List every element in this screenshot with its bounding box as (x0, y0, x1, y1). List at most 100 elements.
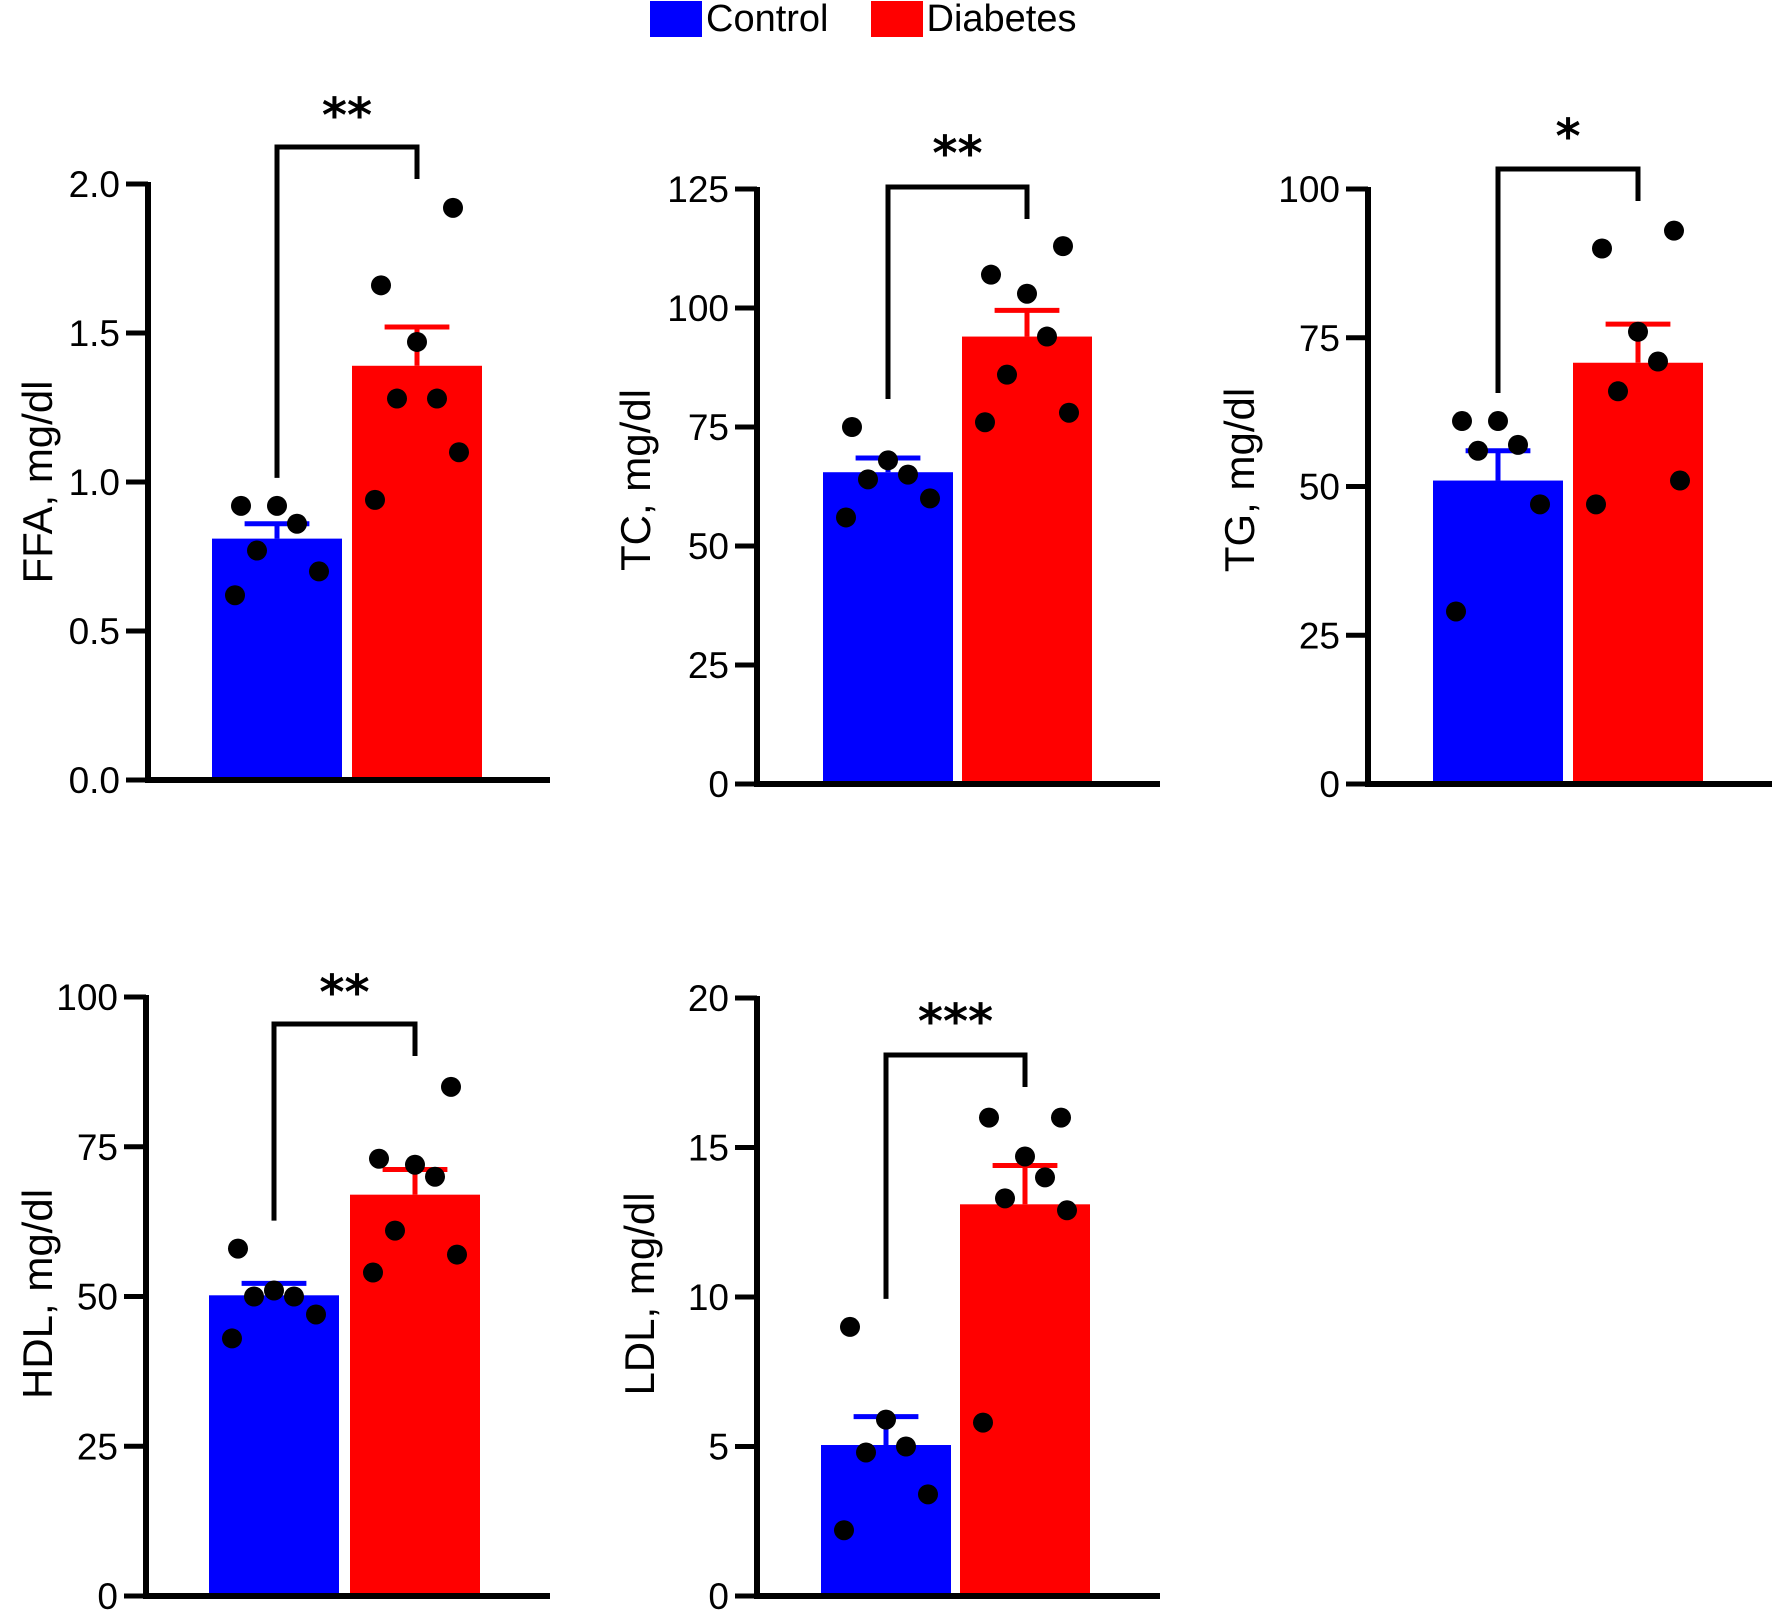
legend-item-control: Control (650, 0, 829, 41)
y-tick-label: 50 (77, 1277, 118, 1318)
y-tick-label: 0 (708, 764, 729, 805)
significance-label: *** (918, 994, 993, 1050)
data-point-diabetes (975, 412, 995, 433)
y-tick-label: 75 (77, 1127, 118, 1168)
y-tick-label: 125 (667, 169, 729, 210)
significance-bracket (883, 1052, 1028, 1299)
panel-hdl: 0 25 50 75 100 HDL, mg/dl ** (14, 965, 550, 1613)
y-tick-label: 25 (1299, 615, 1340, 656)
data-point-diabetes (387, 388, 407, 409)
y-tick-label: 0.0 (69, 760, 120, 801)
data-point-diabetes (1051, 1107, 1071, 1128)
legend-label-control: Control (706, 0, 829, 40)
y-tick-label: 100 (1278, 169, 1340, 210)
data-point-control (858, 469, 878, 490)
data-point-control (920, 488, 940, 509)
data-point-control (244, 1286, 264, 1307)
y-tick-label: 25 (77, 1426, 118, 1467)
data-point-diabetes (407, 331, 427, 352)
significance-label: ** (319, 965, 369, 1021)
data-point-control (264, 1280, 284, 1301)
legend-swatch-diabetes (870, 1, 923, 37)
data-point-diabetes (365, 489, 385, 510)
data-point-control (228, 1238, 248, 1259)
data-point-diabetes (371, 275, 391, 296)
significance-bracket (271, 1021, 418, 1221)
data-point-diabetes (1059, 402, 1079, 423)
data-point-diabetes (973, 1412, 993, 1433)
y-tick-label: 10 (688, 1277, 729, 1318)
data-point-diabetes (1053, 236, 1073, 257)
y-tick-label: 0 (708, 1576, 729, 1613)
panel-tg: 0 25 50 75 100 TG, mg/dl * (1216, 109, 1772, 805)
data-point-control (287, 513, 307, 534)
data-point-diabetes (1670, 470, 1690, 491)
data-point-control (918, 1484, 938, 1505)
data-point-diabetes (441, 1076, 461, 1097)
bar-diabetes (352, 365, 482, 780)
data-point-control (898, 464, 918, 485)
y-axis-label: TC, mg/dl (612, 389, 659, 571)
y-tick-label: 100 (56, 977, 118, 1018)
significance-label: ** (322, 88, 372, 144)
data-point-diabetes (1586, 494, 1606, 515)
data-point-diabetes (363, 1262, 383, 1283)
data-point-diabetes (979, 1107, 999, 1128)
y-tick-label: 50 (688, 526, 729, 567)
data-point-diabetes (1037, 326, 1057, 347)
y-tick-label: 25 (688, 645, 729, 686)
y-axis-label: TG, mg/dl (1216, 388, 1263, 572)
data-point-diabetes (1017, 283, 1037, 304)
data-point-control (284, 1286, 304, 1307)
data-point-diabetes (449, 442, 469, 463)
data-point-diabetes (1035, 1167, 1055, 1188)
data-point-diabetes (427, 388, 447, 409)
data-point-control (1530, 494, 1550, 515)
data-point-diabetes (405, 1154, 425, 1175)
bar-control (821, 1445, 951, 1596)
data-point-diabetes (1664, 220, 1684, 241)
data-point-diabetes (981, 264, 1001, 285)
bar-control (1433, 480, 1563, 784)
data-point-control (878, 450, 898, 471)
data-point-control (231, 495, 251, 516)
y-axis-label: FFA, mg/dl (14, 380, 61, 583)
data-point-diabetes (1608, 381, 1628, 402)
bar-diabetes (1573, 362, 1703, 784)
legend: Control Diabetes (650, 0, 1118, 41)
significance-label: ** (932, 126, 982, 182)
data-point-diabetes (369, 1148, 389, 1169)
y-tick-label: 75 (688, 407, 729, 448)
y-tick-label: 2.0 (69, 164, 120, 205)
legend-item-diabetes: Diabetes (870, 0, 1077, 41)
y-tick-label: 75 (1299, 318, 1340, 359)
y-tick-label: 0 (1319, 764, 1340, 805)
y-tick-label: 0 (97, 1576, 118, 1613)
data-point-control (247, 540, 267, 561)
significance-label: * (1555, 109, 1580, 165)
legend-label-diabetes: Diabetes (926, 0, 1077, 40)
data-point-diabetes (1057, 1200, 1077, 1221)
data-point-diabetes (1628, 321, 1648, 342)
data-point-control (856, 1442, 876, 1463)
panel-ffa: 0.0 0.5 1.0 1.5 2.0 FFA, mg/dl ** (14, 88, 550, 801)
legend-swatch-control (650, 1, 702, 37)
data-point-diabetes (1592, 238, 1612, 259)
data-point-control (834, 1520, 854, 1541)
data-point-diabetes (997, 364, 1017, 385)
data-point-control (1452, 411, 1472, 432)
data-point-diabetes (385, 1220, 405, 1241)
data-point-control (222, 1328, 242, 1349)
data-point-control (1488, 411, 1508, 432)
panel-ldl: 0 5 10 15 20 LDL, mg/dl *** (616, 978, 1160, 1613)
data-point-control (309, 561, 329, 582)
data-point-control (842, 417, 862, 437)
y-tick-label: 5 (708, 1427, 729, 1468)
y-tick-label: 1.5 (69, 313, 120, 354)
data-point-diabetes (443, 197, 463, 218)
data-point-control (306, 1304, 326, 1325)
y-axis-label: LDL, mg/dl (616, 1192, 663, 1395)
y-tick-label: 1.0 (69, 462, 120, 503)
data-point-control (836, 507, 856, 528)
